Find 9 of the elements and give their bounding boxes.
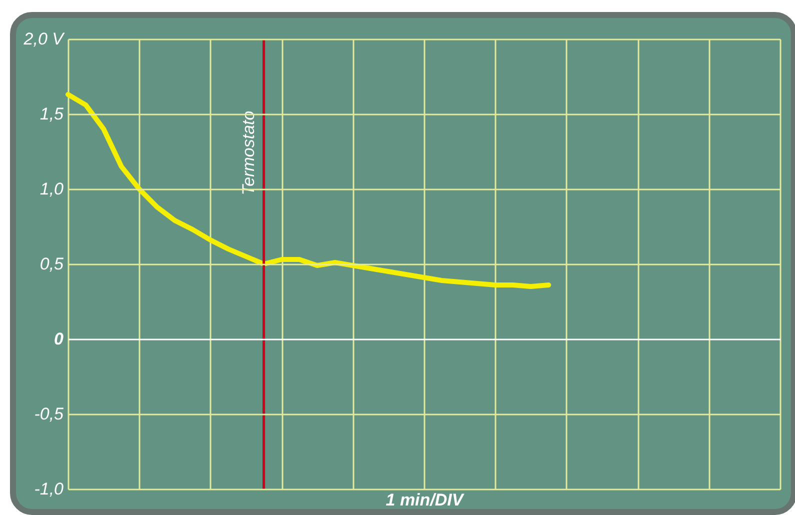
annotation: Termostato	[238, 110, 258, 196]
x-axis-title: 1 min/DIV	[386, 490, 465, 510]
y-tick-label: 0,5	[40, 254, 64, 274]
y-tick-label: 2,0 V	[22, 30, 66, 48]
y-tick-label: 0	[54, 330, 64, 348]
y-tick-label: -1,0	[34, 480, 64, 498]
y-tick-label: -0,5	[34, 404, 64, 424]
y-tick-label: 1,0	[40, 180, 64, 198]
y-tick-label: 1,5	[40, 104, 64, 124]
